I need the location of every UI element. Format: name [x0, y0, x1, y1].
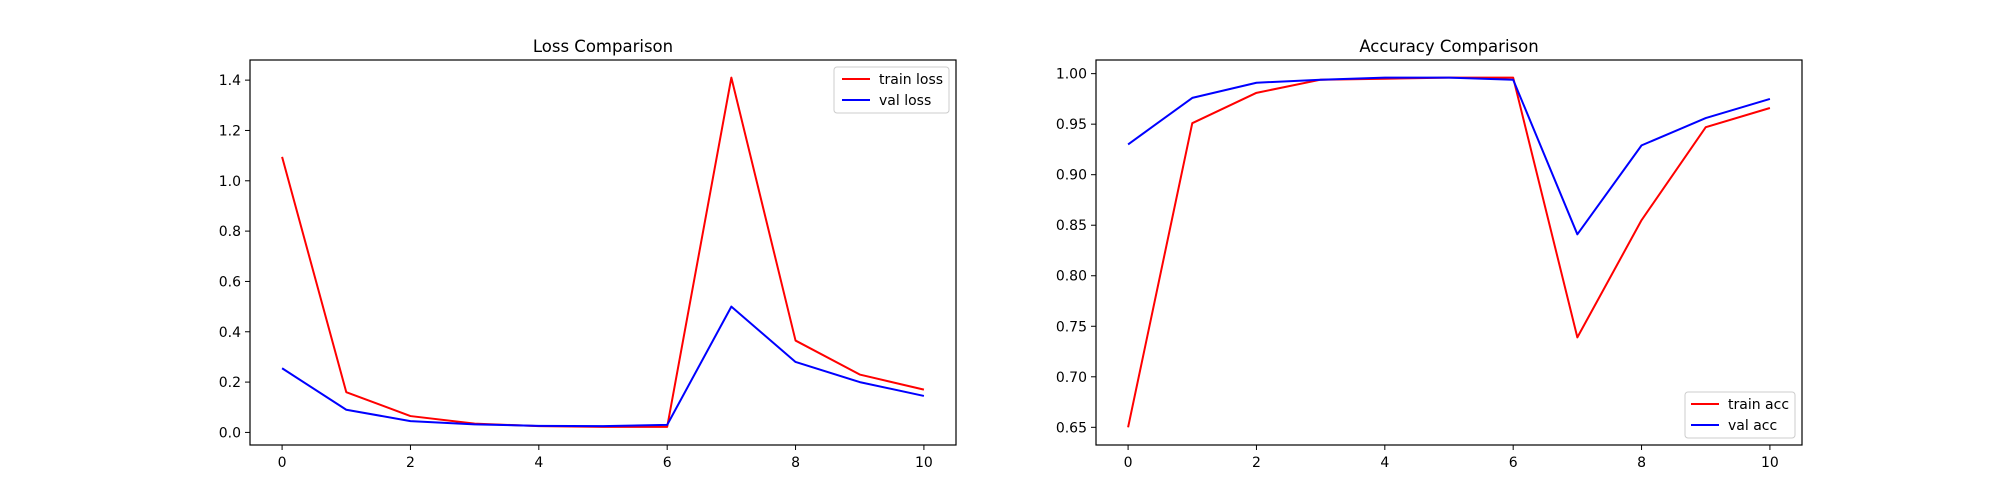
legend: train acc val acc — [1684, 391, 1796, 439]
y-tick-label: 1.00 — [1056, 67, 1087, 83]
legend: train loss val loss — [833, 66, 950, 114]
x-tick-label: 6 — [1509, 455, 1518, 471]
legend-label-train-acc: train acc — [1728, 397, 1789, 413]
x-tick-label: 8 — [1637, 455, 1646, 471]
loss-chart: Loss Comparison 0 2 4 6 8 10 0.0 0.2 0.4 0.6 0.8 1.… — [219, 37, 957, 471]
y-tick-label: 1.2 — [219, 123, 241, 139]
x-tick-label: 0 — [278, 455, 287, 471]
x-tick-label: 4 — [534, 455, 543, 471]
y-tick-label: 0.85 — [1056, 218, 1087, 234]
axis-ticks: 0 2 4 6 8 10 0.65 0.70 0.75 0.80 0.85 0.90 0.95 1.00 — [1056, 67, 1779, 471]
axis-ticks: 0 2 4 6 8 10 0.0 0.2 0.4 0.6 0.8 1.0 1.2 1.4 — [219, 73, 933, 471]
series-lines — [1127, 76, 1771, 428]
series-line-val-acc — [1127, 76, 1771, 236]
y-tick-label: 0.90 — [1056, 168, 1087, 184]
legend-label-val-acc: val acc — [1728, 418, 1777, 434]
x-tick-label: 2 — [1252, 455, 1261, 471]
legend-label-train-loss: train loss — [879, 72, 943, 88]
x-tick-label: 8 — [791, 455, 800, 471]
x-tick-label: 0 — [1124, 455, 1133, 471]
chart-title: Accuracy Comparison — [1359, 37, 1538, 56]
y-tick-label: 0.0 — [219, 425, 241, 441]
series-line-val-loss — [281, 305, 925, 428]
x-tick-label: 10 — [915, 455, 933, 471]
legend-label-val-loss: val loss — [879, 93, 931, 109]
y-tick-label: 1.4 — [219, 73, 241, 89]
y-tick-label: 0.80 — [1056, 269, 1087, 285]
y-tick-label: 1.0 — [219, 174, 241, 190]
series-lines — [281, 76, 925, 428]
y-tick-label: 0.4 — [219, 325, 241, 341]
y-tick-label: 0.8 — [219, 224, 241, 240]
accuracy-chart: Accuracy Comparison 0 2 4 6 8 100.650.700.750… — [1056, 37, 1803, 471]
plot-area-frame — [249, 59, 957, 446]
y-tick-label: 0.6 — [219, 274, 241, 290]
y-tick-label: 0.70 — [1056, 370, 1087, 386]
y-tick-label: 0.2 — [219, 375, 241, 391]
x-tick-label: 2 — [406, 455, 415, 471]
y-tick-label: 0.95 — [1056, 117, 1087, 133]
y-tick-label: 0.75 — [1056, 319, 1087, 335]
chart-title: Loss Comparison — [533, 37, 673, 56]
x-tick-label: 6 — [663, 455, 672, 471]
plot-area-frame — [1095, 59, 1803, 446]
x-tick-label: 10 — [1761, 455, 1779, 471]
y-tick-label: 0.65 — [1056, 420, 1087, 436]
x-tick-label: 4 — [1380, 455, 1389, 471]
